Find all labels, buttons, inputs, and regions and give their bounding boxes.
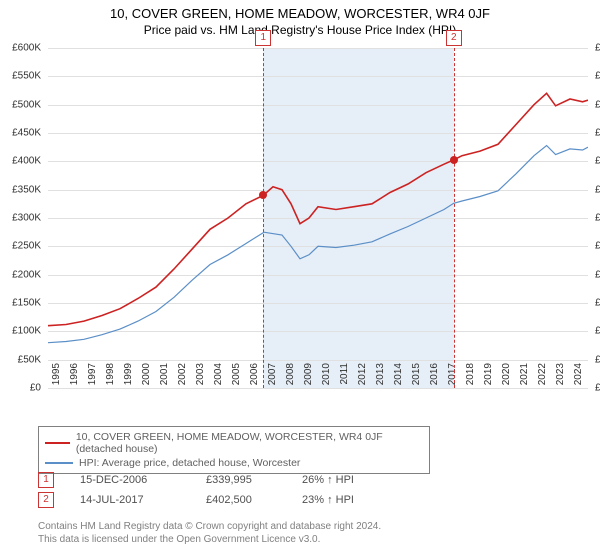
y-axis-label: £400K [12,156,41,167]
y-axis-label-right: £250K [595,241,600,252]
y-axis-label-right: £450K [595,128,600,139]
legend-label: 10, COVER GREEN, HOME MEADOW, WORCESTER,… [76,431,423,455]
y-axis-label: £150K [12,298,41,309]
y-axis-label-right: £50K [595,354,600,365]
sale-dot-icon [259,191,267,199]
sale-marker-box: 2 [446,30,462,46]
legend: 10, COVER GREEN, HOME MEADOW, WORCESTER,… [38,426,430,474]
y-axis-label: £600K [12,43,41,54]
y-axis-label-right: £200K [595,269,600,280]
footer-line: This data is licensed under the Open Gov… [38,533,381,546]
y-axis-label: £0 [30,383,41,394]
y-axis-label: £550K [12,71,41,82]
legend-item: HPI: Average price, detached house, Worc… [45,456,423,470]
series-red [48,93,588,325]
y-axis-label: £350K [12,184,41,195]
legend-swatch-blue [45,462,73,464]
sale-date: 15-DEC-2006 [80,474,180,486]
y-axis-label-right: £600K [595,43,600,54]
table-row: 2 14-JUL-2017 £402,500 23% ↑ HPI [38,490,382,510]
y-axis-label: £450K [12,128,41,139]
y-axis-label-right: £500K [595,99,600,110]
legend-swatch-red [45,442,70,444]
chart-lines [48,48,588,388]
y-axis-label-right: £100K [595,326,600,337]
y-axis-label: £100K [12,326,41,337]
table-row: 1 15-DEC-2006 £339,995 26% ↑ HPI [38,470,382,490]
chart: £0£0£50K£50K£100K£100K£150K£150K£200K£20… [48,48,588,389]
sale-marker-box: 1 [255,30,271,46]
y-axis-label-right: £350K [595,184,600,195]
legend-label: HPI: Average price, detached house, Worc… [79,457,300,469]
legend-item: 10, COVER GREEN, HOME MEADOW, WORCESTER,… [45,430,423,456]
y-axis-label: £200K [12,269,41,280]
sales-table: 1 15-DEC-2006 £339,995 26% ↑ HPI 2 14-JU… [38,470,382,510]
y-axis-label-right: £550K [595,71,600,82]
y-axis-label-right: £150K [595,298,600,309]
y-axis-label-right: £300K [595,213,600,224]
page-title: 10, COVER GREEN, HOME MEADOW, WORCESTER,… [0,0,600,21]
y-axis-label: £300K [12,213,41,224]
y-axis-label-right: £400K [595,156,600,167]
series-blue [48,146,588,343]
sale-diff: 26% ↑ HPI [302,474,382,486]
sale-price: £402,500 [206,494,276,506]
y-axis-label-right: £0 [595,383,600,394]
page-subtitle: Price paid vs. HM Land Registry's House … [0,21,600,37]
sale-diff: 23% ↑ HPI [302,494,382,506]
y-axis-label: £500K [12,99,41,110]
sale-price: £339,995 [206,474,276,486]
footer: Contains HM Land Registry data © Crown c… [38,520,381,546]
sale-dot-icon [450,156,458,164]
footer-line: Contains HM Land Registry data © Crown c… [38,520,381,533]
sale-date: 14-JUL-2017 [80,494,180,506]
sale-marker-icon: 2 [38,492,54,508]
y-axis-label: £50K [18,354,41,365]
sale-marker-icon: 1 [38,472,54,488]
y-axis-label: £250K [12,241,41,252]
